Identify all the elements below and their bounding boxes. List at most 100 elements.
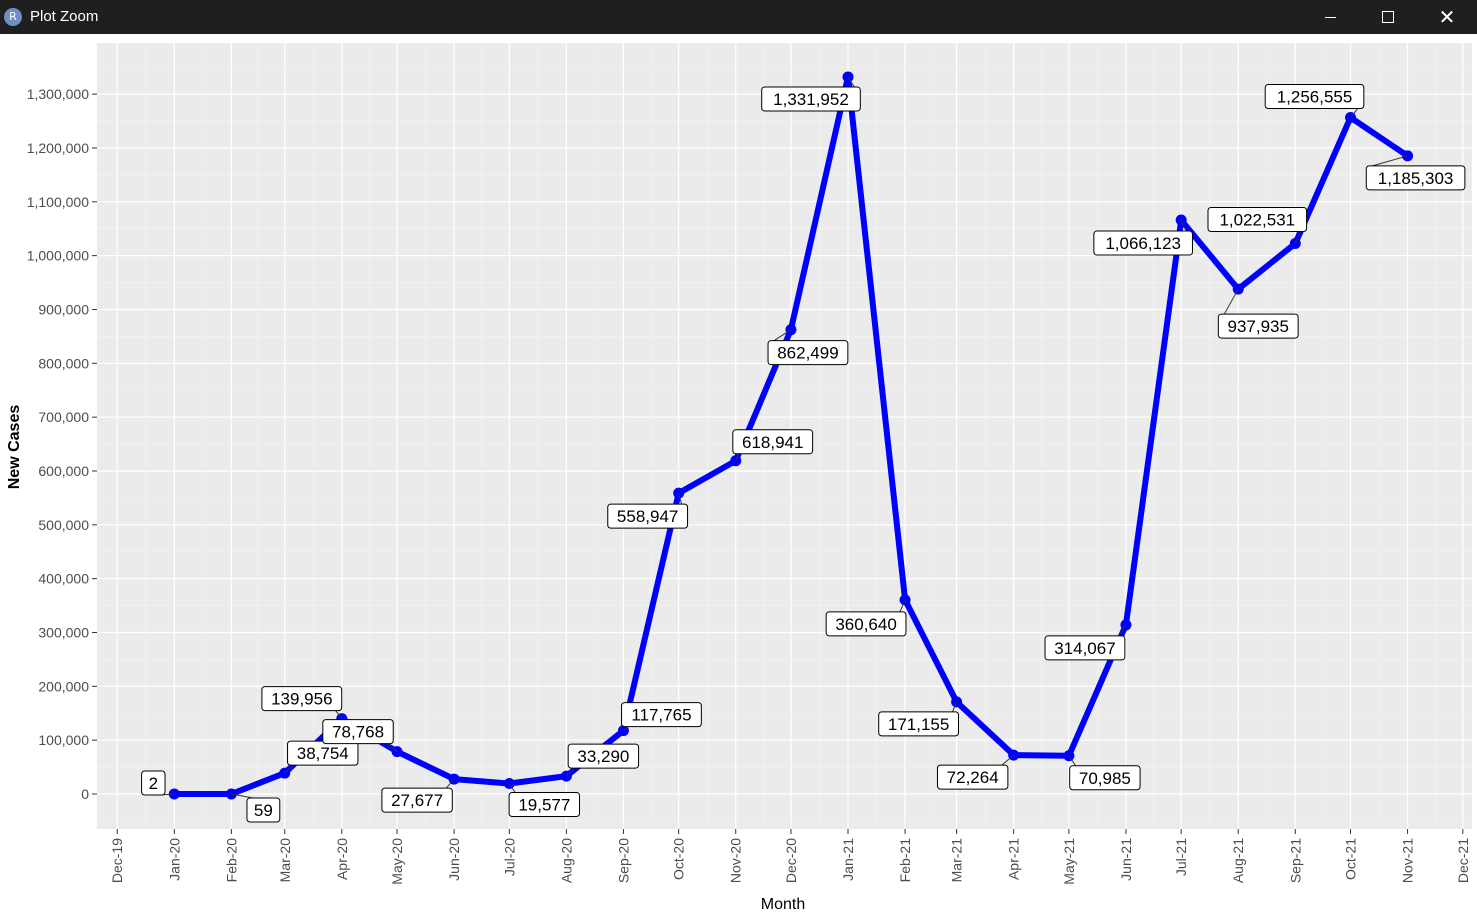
maximize-button[interactable] [1359,0,1417,34]
data-label-box [607,503,689,529]
data-label-box [761,86,861,112]
data-point [1402,150,1414,162]
data-label-box [825,611,907,637]
label-connector [773,329,792,342]
data-label: 1,256,555 [1277,88,1353,107]
label-connector [623,726,628,731]
label-connector [508,783,516,793]
x-tick-label: May-20 [389,838,405,885]
y-tick-label: 1,100,000 [27,194,89,210]
label-connector [1223,288,1239,315]
x-tick-label: Dec-20 [783,838,799,883]
label-connector [231,793,254,799]
x-tick-label: Jul-21 [1173,838,1189,876]
label-connector [678,492,683,505]
y-tick-label: 400,000 [38,571,89,587]
data-label-box [732,429,814,455]
data-label: 59 [254,801,273,820]
y-tick-label: 500,000 [38,517,89,533]
data-label: 72,264 [947,768,999,787]
data-label-box [1093,230,1193,256]
y-axis-title: New Cases [6,405,23,490]
y-tick-label: 900,000 [38,301,89,317]
close-button[interactable]: ✕ [1418,0,1476,34]
data-label: 314,067 [1054,639,1115,658]
y-tick-label: 0 [81,786,89,802]
data-label: 862,499 [777,344,838,363]
data-label: 618,941 [742,433,803,452]
data-label: 78,768 [332,723,384,742]
x-tick-label: Apr-21 [1006,838,1022,880]
label-connector [899,599,906,613]
data-label: 360,640 [835,615,896,634]
data-label-box [1069,765,1141,791]
x-tick-label: Oct-20 [671,838,687,880]
label-connector [735,453,740,461]
x-tick-label: Apr-20 [334,838,350,880]
minimize-icon [1324,16,1336,18]
x-tick-label: Jan-20 [166,838,182,881]
x-tick-label: Jan-21 [840,838,856,881]
r-app-icon: R [4,8,22,26]
y-tick-label: 1,000,000 [27,248,89,264]
data-label-box [567,743,640,769]
data-label: 117,765 [631,706,691,725]
x-tick-label: Nov-20 [728,838,744,883]
data-label: 558,947 [617,507,678,526]
window-title: Plot Zoom [30,8,99,25]
data-label-box [1365,165,1466,191]
label-connector [386,743,398,752]
x-tick-label: Dec-21 [1455,838,1471,883]
label-connector [566,767,575,777]
x-tick-label: May-21 [1061,838,1077,885]
data-label: 1,066,123 [1105,234,1181,253]
x-tick-label: Jun-21 [1118,838,1134,881]
y-tick-label: 200,000 [38,678,89,694]
data-label: 1,185,303 [1378,169,1454,188]
x-tick-label: Aug-21 [1230,838,1246,883]
x-tick-label: Nov-21 [1400,838,1416,883]
label-connector [1118,624,1127,637]
data-label: 937,935 [1228,317,1289,336]
plot-area: Dec-19 Jan-20 Feb-20 Mar-20 Apr-20 May-20 Jun-… [0,34,1477,915]
y-tick-label: 300,000 [38,625,89,641]
y-tick-label: 1,300,000 [27,86,89,102]
label-connector [1001,754,1014,766]
data-label-box [1217,313,1299,339]
data-label-box [1207,207,1308,233]
data-label: 1,331,952 [773,90,849,109]
data-label: 2 [149,774,158,793]
label-connector [1350,108,1359,118]
data-label-box [621,702,702,728]
label-connector [1294,231,1302,244]
data-label-box [936,764,1009,790]
x-tick-label: Mar-20 [277,838,293,883]
x-tick-label: Jun-20 [446,838,462,881]
data-label: 19,577 [518,795,570,814]
x-tick-label: Mar-21 [949,838,965,883]
x-tick-label: Oct-21 [1343,838,1359,880]
y-tick-label: 1,200,000 [27,140,89,156]
data-label: 1,022,531 [1219,211,1295,230]
data-label-box [1264,84,1365,110]
data-label: 33,290 [577,747,629,766]
label-connector [284,764,294,774]
data-label-box [261,686,343,712]
x-axis-title: Month [761,896,805,913]
x-tick-label: Jul-20 [501,838,517,876]
x-tick-label: Feb-21 [897,838,913,883]
data-point [842,71,854,83]
data-label-box [322,719,394,745]
data-label-box [1044,635,1126,661]
data-label-box [381,787,453,813]
label-connector [952,701,958,713]
x-tick-label: Sep-21 [1287,838,1303,883]
x-tick-label: Dec-19 [109,838,125,883]
y-tick-label: 700,000 [38,409,89,425]
data-label: 139,956 [271,690,332,709]
data-label-box [141,770,166,796]
minimize-button[interactable] [1301,0,1359,34]
data-label: 171,155 [888,715,949,734]
data-label: 38,754 [297,744,349,763]
y-tick-label: 800,000 [38,355,89,371]
